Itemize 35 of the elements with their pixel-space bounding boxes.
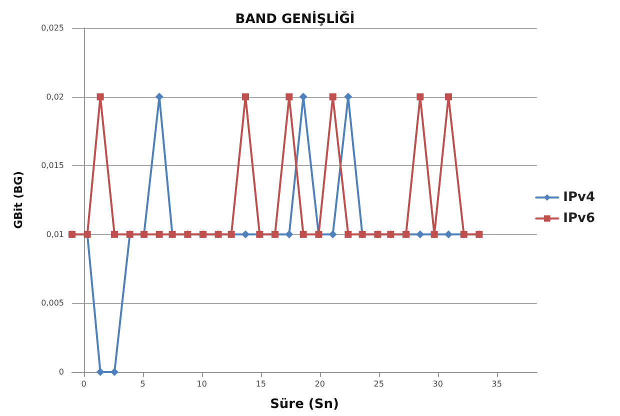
legend-label: IPv6 <box>563 211 596 226</box>
x-tick-label: 0 <box>81 380 86 388</box>
x-tick-label: 30 <box>432 380 443 388</box>
point <box>329 93 336 100</box>
chart-title: BAND GENİŞLİĞİ <box>235 10 355 27</box>
point <box>241 230 250 238</box>
x-tick-label: 5 <box>140 380 146 388</box>
y-tick-label: 0,02 <box>46 92 64 102</box>
point <box>344 230 352 238</box>
point <box>416 230 424 238</box>
point <box>156 230 163 238</box>
point <box>444 230 452 238</box>
point <box>242 93 249 100</box>
x-tick-label: 10 <box>196 380 207 388</box>
point <box>328 230 337 238</box>
legend-label: IPv4 <box>563 190 596 205</box>
point <box>444 93 452 100</box>
point <box>96 368 104 376</box>
point <box>300 230 307 238</box>
point <box>285 230 294 238</box>
x-tick-label: 25 <box>374 380 384 388</box>
y-axis-title: GBit (BG) <box>12 171 25 229</box>
y-tick-label: 0,01 <box>46 230 64 239</box>
x-tick-label: 35 <box>492 380 502 388</box>
point <box>110 230 118 238</box>
x-tick-label: 20 <box>314 380 325 388</box>
y-tick-label: 0,005 <box>41 298 64 308</box>
y-tick-label: 0,015 <box>41 161 64 170</box>
y-tick-label: 0,025 <box>41 24 64 32</box>
point <box>416 93 424 100</box>
point <box>96 93 104 100</box>
point <box>286 93 293 100</box>
y-tick-label: 0 <box>58 368 64 376</box>
x-axis-title: Süre (Sn) <box>270 397 339 412</box>
x-tick-label: 15 <box>256 380 266 388</box>
